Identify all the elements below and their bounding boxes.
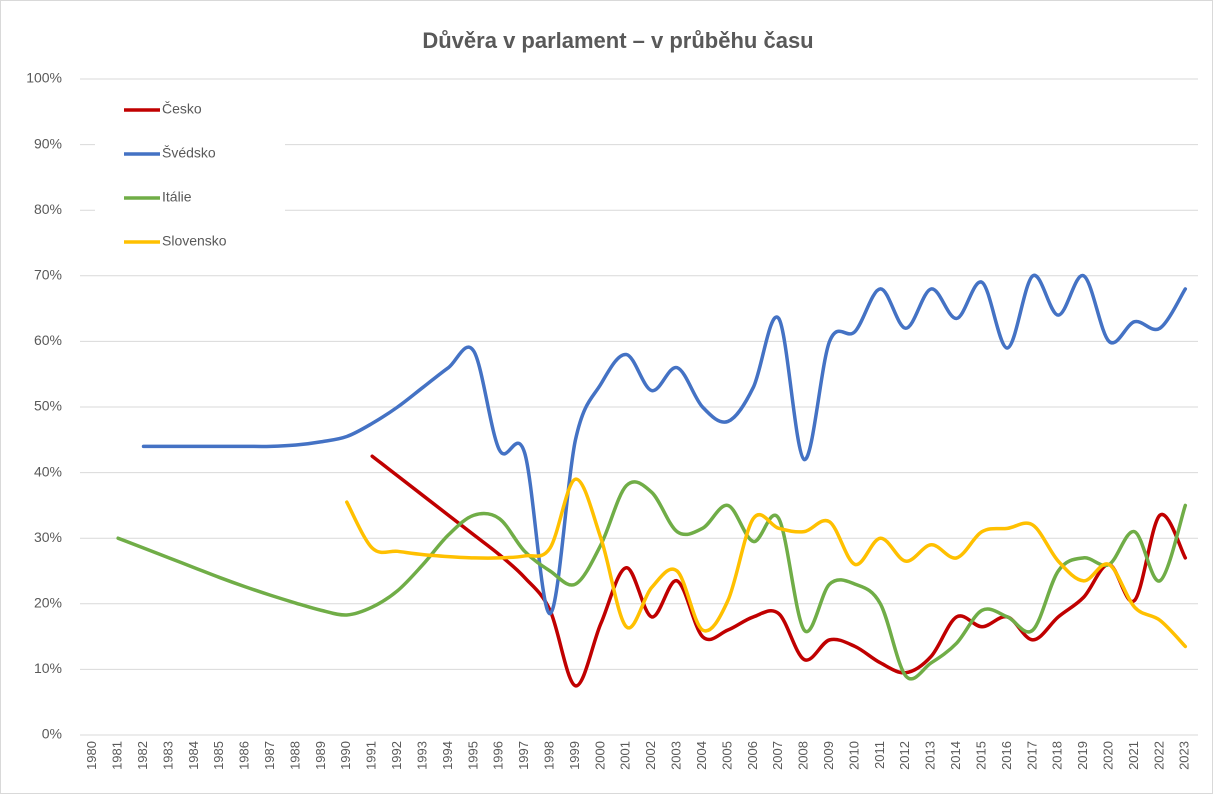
y-tick-label: 80% — [34, 201, 62, 217]
x-tick-label: 1991 — [364, 741, 379, 770]
x-tick-label: 2007 — [770, 741, 785, 770]
x-tick-label: 2016 — [999, 741, 1014, 770]
legend-label: Itálie — [162, 189, 192, 205]
x-tick-label: 2005 — [719, 741, 734, 770]
x-tick-label: 2017 — [1024, 741, 1039, 770]
series-line — [370, 454, 1188, 688]
x-tick-label: 1983 — [160, 741, 175, 770]
x-tick-label: 1985 — [211, 741, 226, 770]
x-tick-label: 1986 — [237, 741, 252, 770]
x-tick-label: 1998 — [542, 741, 557, 770]
x-tick-label: 2015 — [973, 741, 988, 770]
x-tick-label: 2009 — [821, 741, 836, 770]
x-tick-label: 1996 — [491, 741, 506, 770]
x-tick-label: 2001 — [618, 741, 633, 770]
x-tick-label: 1981 — [110, 741, 125, 770]
x-tick-label: 1994 — [440, 741, 455, 770]
x-tick-label: 1993 — [414, 741, 429, 770]
x-tick-label: 2023 — [1177, 741, 1192, 770]
legend-label: Slovensko — [162, 233, 227, 249]
series-line — [116, 480, 1188, 681]
x-tick-label: 1982 — [135, 741, 150, 770]
y-tick-label: 100% — [26, 70, 62, 86]
x-tick-label: 2002 — [643, 741, 658, 770]
y-tick-label: 70% — [34, 267, 62, 283]
series-line — [345, 477, 1188, 649]
x-tick-label: 2020 — [1101, 741, 1116, 770]
legend-box — [95, 92, 285, 262]
x-tick-label: 2004 — [694, 741, 709, 770]
x-tick-label: 2013 — [923, 741, 938, 770]
x-tick-label: 1984 — [186, 741, 201, 770]
x-tick-label: 2021 — [1126, 741, 1141, 770]
series-line — [141, 273, 1188, 616]
y-tick-label: 60% — [34, 332, 62, 348]
x-tick-label: 2006 — [745, 741, 760, 770]
legend-label: Švédsko — [162, 145, 216, 161]
x-tick-label: 2000 — [592, 741, 607, 770]
x-tick-label: 1987 — [262, 741, 277, 770]
x-tick-label: 2011 — [872, 741, 887, 769]
y-tick-label: 10% — [34, 660, 62, 676]
y-tick-label: 90% — [34, 135, 62, 151]
x-tick-label: 1990 — [338, 741, 353, 770]
x-tick-label: 1989 — [313, 741, 328, 770]
x-tick-label: 2018 — [1050, 741, 1065, 770]
y-tick-label: 20% — [34, 595, 62, 611]
x-tick-label: 2010 — [846, 741, 861, 770]
x-tick-label: 1999 — [567, 741, 582, 770]
x-tick-label: 2019 — [1075, 741, 1090, 770]
x-tick-label: 2014 — [948, 741, 963, 770]
x-tick-label: 2022 — [1151, 741, 1166, 770]
y-tick-label: 30% — [34, 529, 62, 545]
y-tick-label: 50% — [34, 398, 62, 414]
y-tick-label: 40% — [34, 463, 62, 479]
legend-label: Česko — [162, 101, 202, 117]
x-tick-label: 1980 — [84, 741, 99, 770]
x-tick-label: 2003 — [669, 741, 684, 770]
chart-title: Důvěra v parlament – v průběhu času — [422, 28, 813, 53]
x-tick-label: 1992 — [389, 741, 404, 770]
x-tick-label: 1988 — [287, 741, 302, 770]
x-tick-label: 2012 — [897, 741, 912, 770]
x-tick-label: 2008 — [796, 741, 811, 770]
x-tick-label: 1997 — [516, 741, 531, 770]
y-tick-label: 0% — [42, 726, 62, 742]
x-tick-label: 1995 — [465, 741, 480, 770]
